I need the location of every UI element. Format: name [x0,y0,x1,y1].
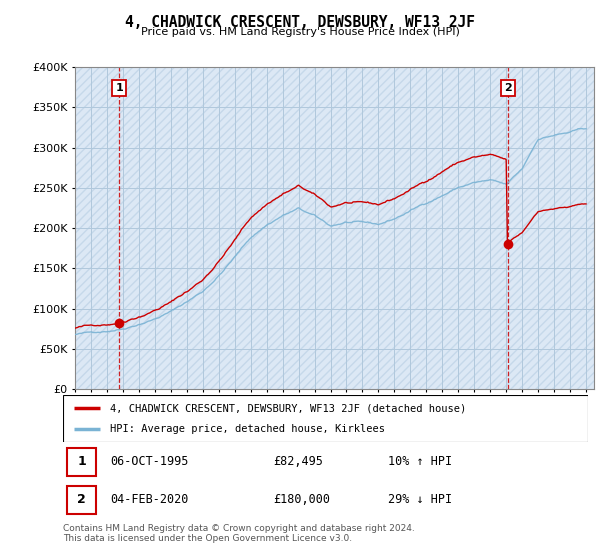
Text: 4, CHADWICK CRESCENT, DEWSBURY, WF13 2JF (detached house): 4, CHADWICK CRESCENT, DEWSBURY, WF13 2JF… [110,403,467,413]
Text: 10% ↑ HPI: 10% ↑ HPI [389,455,452,469]
Text: 1: 1 [77,455,86,469]
Text: Price paid vs. HM Land Registry's House Price Index (HPI): Price paid vs. HM Land Registry's House … [140,27,460,37]
Text: 29% ↓ HPI: 29% ↓ HPI [389,493,452,506]
Text: Contains HM Land Registry data © Crown copyright and database right 2024.
This d: Contains HM Land Registry data © Crown c… [63,524,415,543]
Bar [67,448,96,476]
Text: £82,495: £82,495 [273,455,323,469]
Bar [67,486,96,514]
Text: 1: 1 [115,83,123,93]
Text: 2: 2 [504,83,512,93]
Text: 06-OCT-1995: 06-OCT-1995 [110,455,188,469]
Text: £180,000: £180,000 [273,493,330,506]
Text: 04-FEB-2020: 04-FEB-2020 [110,493,188,506]
Text: HPI: Average price, detached house, Kirklees: HPI: Average price, detached house, Kirk… [110,424,385,434]
Text: 2: 2 [77,493,86,506]
Text: 4, CHADWICK CRESCENT, DEWSBURY, WF13 2JF: 4, CHADWICK CRESCENT, DEWSBURY, WF13 2JF [125,15,475,30]
